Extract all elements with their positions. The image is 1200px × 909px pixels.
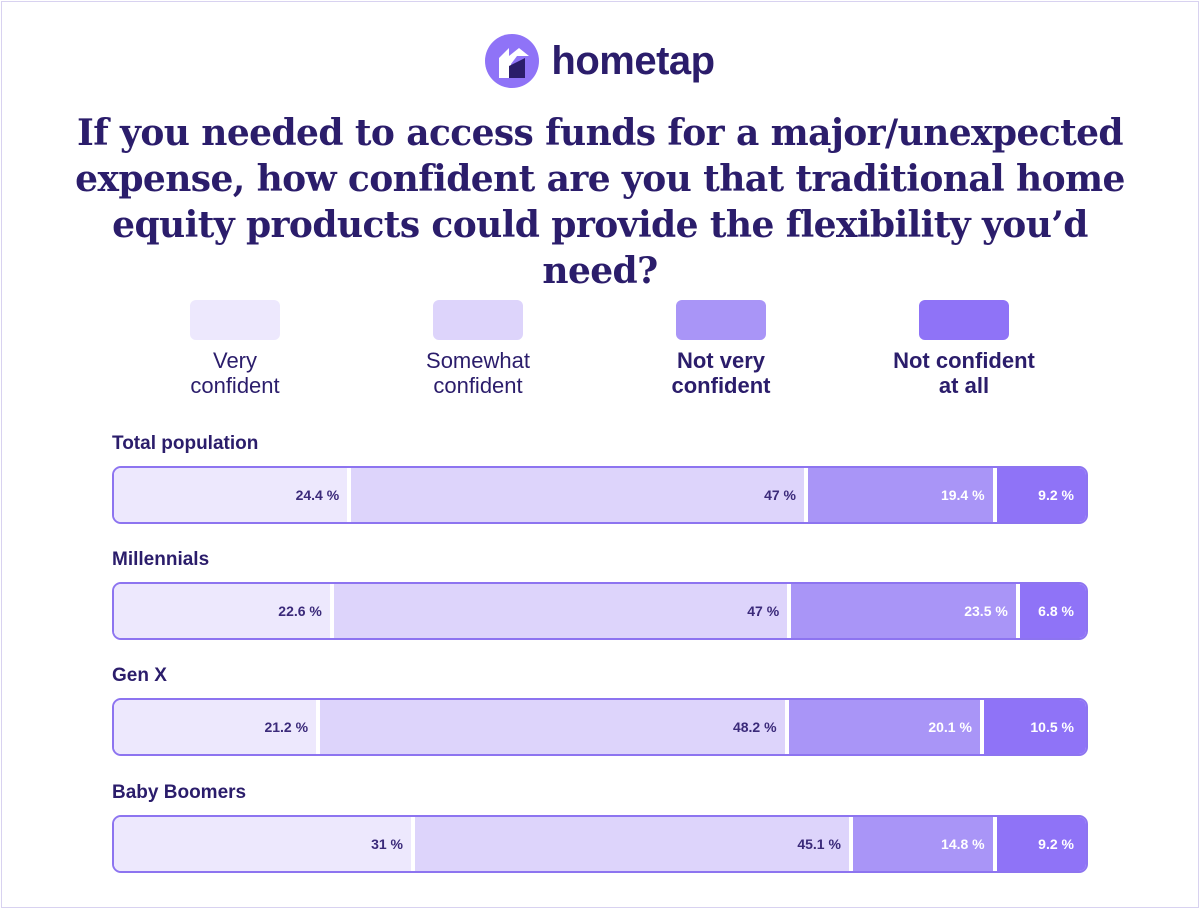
bar-segment: 45.1 % bbox=[415, 817, 853, 871]
bar-segment: 14.8 % bbox=[852, 817, 997, 871]
legend-label-line: confident bbox=[433, 373, 523, 398]
category-label: Baby Boomers bbox=[112, 782, 247, 803]
legend-label-line: Not confident bbox=[893, 348, 1035, 373]
legend-label-line: confident bbox=[671, 373, 771, 398]
legend-label: Very confident bbox=[135, 348, 335, 398]
stacked-bar: 24.4 % 47 % 19.4 % 9.2 % bbox=[112, 466, 1088, 524]
legend-label: Not very confident bbox=[621, 348, 821, 398]
category-label: Gen X bbox=[112, 665, 167, 686]
bar-segment: 9.2 % bbox=[996, 817, 1086, 871]
legend-item: Not very confident bbox=[621, 300, 821, 398]
stacked-bar: 31 % 45.1 % 14.8 % 9.2 % bbox=[112, 815, 1088, 873]
data-label: 9.2 % bbox=[1038, 487, 1074, 503]
bar-segment: 20.1 % bbox=[788, 700, 984, 754]
data-label: 21.2 % bbox=[264, 719, 309, 735]
data-label: 6.8 % bbox=[1038, 603, 1074, 619]
legend-item: Very confident bbox=[135, 300, 335, 398]
legend-swatch bbox=[190, 300, 280, 340]
legend-label-line: at all bbox=[938, 373, 990, 398]
category-label: Millennials bbox=[112, 549, 210, 570]
data-label: 47 % bbox=[764, 487, 796, 503]
legend-swatch bbox=[433, 300, 523, 340]
legend-item: Not confident at all bbox=[864, 300, 1064, 398]
legend-label: Somewhat confident bbox=[378, 348, 578, 398]
bar-segment: 47 % bbox=[333, 584, 792, 638]
bar-segment: 10.5 % bbox=[983, 700, 1086, 754]
data-label: 22.6 % bbox=[278, 603, 322, 619]
chart-legend: Very confident Somewhat confident Not very co… bbox=[0, 300, 1200, 410]
chart-title: If you needed to access funds for a majo… bbox=[75, 112, 1125, 292]
legend-label-line: confident bbox=[190, 373, 280, 398]
bar-segment: 24.4 % bbox=[114, 468, 352, 522]
data-label: 45.1 % bbox=[797, 836, 841, 852]
brand-name: hometap bbox=[551, 38, 715, 83]
data-label: 14.8 % bbox=[941, 836, 985, 852]
data-label: 23.5 % bbox=[964, 603, 1008, 619]
bar-segment: 9.2 % bbox=[996, 468, 1086, 522]
bar-segment: 48.2 % bbox=[320, 700, 789, 754]
hometap-logo-icon bbox=[485, 34, 540, 88]
data-label: 19.4 % bbox=[940, 487, 985, 503]
legend-item: Somewhat confident bbox=[378, 300, 578, 398]
bar-segment: 22.6 % bbox=[114, 584, 334, 638]
legend-swatch bbox=[919, 300, 1009, 340]
legend-label-line: Not very bbox=[676, 348, 766, 373]
category-label: Total population bbox=[112, 433, 259, 454]
legend-swatch bbox=[676, 300, 766, 340]
bar-segment: 31 % bbox=[114, 817, 416, 871]
data-label: 9.2 % bbox=[1038, 836, 1074, 852]
data-label: 47 % bbox=[747, 603, 780, 619]
legend-label: Not confident at all bbox=[864, 348, 1064, 398]
stacked-bar: 21.2 % 48.2 % 20.1 % 10.5 % bbox=[112, 698, 1088, 756]
bar-segment: 6.8 % bbox=[1019, 584, 1086, 638]
data-label: 24.4 % bbox=[295, 487, 340, 503]
brand-header: hometap bbox=[0, 34, 1200, 88]
data-label: 20.1 % bbox=[928, 719, 972, 735]
bar-segment: 23.5 % bbox=[791, 584, 1020, 638]
bar-segment: 19.4 % bbox=[807, 468, 997, 522]
bar-segment: 47 % bbox=[351, 468, 808, 522]
stacked-bar: 22.6 % 47 % 23.5 % 6.8 % bbox=[112, 582, 1088, 640]
data-label: 48.2 % bbox=[732, 719, 777, 735]
data-label: 10.5 % bbox=[1030, 719, 1074, 735]
data-label: 31 % bbox=[371, 836, 404, 852]
bar-segment: 21.2 % bbox=[114, 700, 321, 754]
legend-label-line: Very bbox=[212, 348, 258, 373]
legend-label-line: Somewhat bbox=[426, 348, 530, 373]
